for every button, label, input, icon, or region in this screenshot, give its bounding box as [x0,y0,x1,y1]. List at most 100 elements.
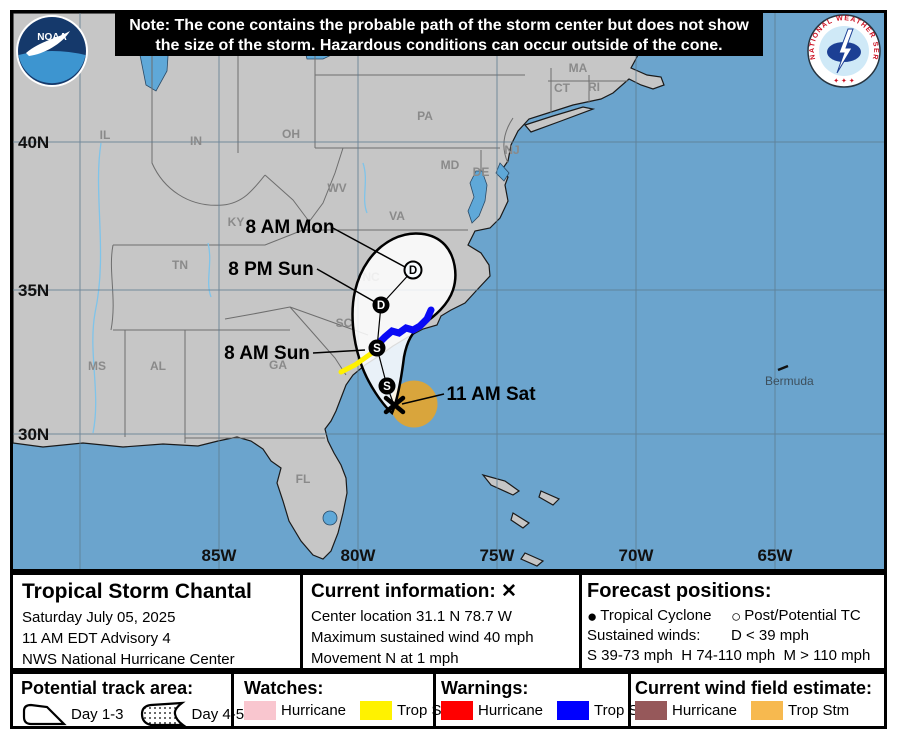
storm-name: Tropical Storm Chantal [22,580,252,603]
lon-label: 65W [758,546,794,565]
land-mass [13,13,665,567]
warnings-heading: Warnings: [441,678,529,698]
bahamas-island [538,490,561,506]
state-label: WV [327,181,346,195]
state-label: SC [336,316,353,330]
watches-heading: Watches: [244,678,324,698]
state-label: FL [296,472,311,486]
divider [231,674,234,726]
lon-label: 80W [341,546,377,565]
forecast-markers: D D S S [368,260,423,395]
divider [628,674,631,726]
forecast-map-panel: 40N 35N 30N 85W 80W 75W 70W 65W IL IN OH… [10,10,887,572]
track-area-heading: Potential track area: [21,678,194,698]
note-line1: Note: The cone contains the probable pat… [129,17,749,34]
marker-letter: D [409,265,417,277]
time-label: 8 PM Sun [228,259,314,280]
center-location: Center location 31.1 N 78.7 W [311,608,512,625]
wind-scale-d: D < 39 mph [731,627,809,644]
current-info-heading: Current information: [311,581,496,602]
bermuda-island [777,364,789,372]
time-label: 8 AM Mon [245,217,334,238]
wind-field-area [390,380,438,428]
state-label: TN [172,258,188,272]
lat-label: 40N [18,133,49,152]
storm-summary: Tropical Storm Chantal Saturday July 05,… [22,578,252,670]
divider [579,575,582,668]
movement: Movement N at 1 mph [311,650,459,667]
long-island [523,106,596,133]
marker-letter: S [383,381,391,393]
nws-logo-stars: ✦ ✦ ✦ [833,77,855,85]
divider [300,575,303,668]
state-labels: IL IN OH PA MA CT RI NJ MD DE WV VA KY T… [88,61,600,486]
lon-label: 70W [619,546,655,565]
noaa-logo: NOAA [16,15,88,87]
state-label: IL [100,128,111,142]
hurricane-watch-label: Hurricane [281,702,347,719]
ts-windfield-swatch [751,701,784,720]
state-label: MD [441,158,460,172]
marker-letter: S [373,343,381,355]
current-position-x-icon: ✕ [501,581,517,602]
hurricane-windfield-label: Hurricane [672,702,738,719]
storm-advisory: 11 AM EDT Advisory 4 [22,630,171,647]
windfield-heading: Current wind field estimate: [635,678,873,698]
state-label: IN [190,134,202,148]
max-sustained-wind: Maximum sustained wind 40 mph [311,629,534,646]
hurricane-warning-swatch [441,701,473,720]
storm-date: Saturday July 05, 2025 [22,609,176,626]
lat-label: 30N [18,425,49,444]
marker-tropical-cyclone [368,339,386,357]
state-label: DE [473,165,490,179]
time-label: 8 AM Sun [224,343,310,364]
bahamas-island [520,552,545,567]
hurricane-windfield-swatch [635,701,667,720]
post-tc-label: Post/Potential TC [744,607,861,624]
bermuda-label: Bermuda [765,374,814,388]
state-label: OH [282,127,300,141]
storm-agency: NWS National Hurricane Center [22,651,235,668]
cone-day45-icon [140,701,186,727]
ts-windfield-label: Trop Stm [788,702,850,719]
sustained-winds-label: Sustained winds: [587,627,701,644]
open-dot-icon: ○ [731,606,742,626]
marker-letter: D [377,300,385,312]
bahamas-island [481,473,521,496]
state-label: KY [228,215,245,229]
bahamas-island [510,512,531,529]
state-label: GA [269,358,287,372]
filled-dot-icon: ● [587,606,598,626]
forecast-cone [351,232,457,416]
marker-tropical-cyclone [378,377,396,395]
marker-post-potential-tc [403,260,423,280]
state-label: CT [554,81,571,95]
current-position-x-icon [383,395,406,415]
ts-warning-segment [374,306,435,348]
cone-day13-icon [22,703,67,726]
tc-label: Tropical Cyclone [600,607,712,624]
state-label: MA [569,61,588,75]
forecast-map: 40N 35N 30N 85W 80W 75W 70W 65W IL IN OH… [13,13,884,569]
day13-label: Day 1-3 [71,705,124,723]
nws-logo: NATIONAL WEATHER SERVICE ✦ ✦ ✦ [806,13,881,88]
lon-labels: 85W 80W 75W 70W 65W [202,546,794,565]
hurricane-watch-swatch [244,701,276,720]
hurricane-warning-label: Hurricane [478,702,544,719]
ts-watch-swatch [360,701,393,720]
marker-tropical-cyclone [372,296,390,314]
warnings-legend: Warnings: Hurricane Trop Stm [441,677,669,720]
state-label: MS [88,359,106,373]
state-label: VA [389,209,405,223]
noaa-logo-text: NOAA [37,32,66,43]
wind-scale-shm: S 39-73 mph H 74-110 mph M > 110 mph [587,647,871,664]
lon-label: 85W [202,546,238,565]
divider [433,674,436,726]
note-banner: Note: The cone contains the probable pat… [115,13,763,56]
legend-panel: Potential track area: Day 1-3 Day 4-5 Wa… [10,671,887,729]
lat-label: 35N [18,281,49,300]
info-panel: Tropical Storm Chantal Saturday July 05,… [10,572,887,671]
lat-labels: 40N 35N 30N [18,133,49,444]
time-labels: 8 AM Mon 8 PM Sun 8 AM Sun 11 AM Sat [224,217,536,405]
